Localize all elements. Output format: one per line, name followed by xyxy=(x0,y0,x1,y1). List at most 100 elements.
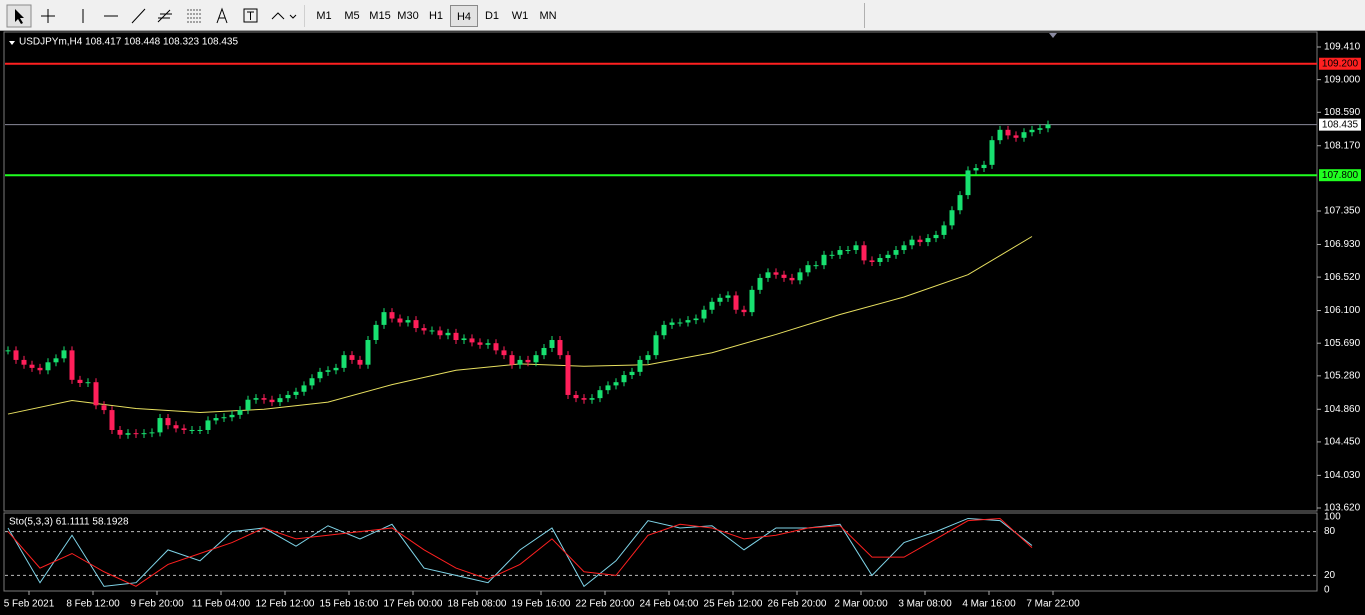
candle-body xyxy=(637,359,643,372)
candle-body xyxy=(261,398,267,400)
candle-body xyxy=(253,398,259,400)
candle-body xyxy=(85,382,91,384)
x-tick-label: 25 Feb 12:00 xyxy=(704,599,763,610)
candle-body xyxy=(141,433,147,435)
x-tick-label: 22 Feb 20:00 xyxy=(576,599,635,610)
candle-body xyxy=(917,239,923,243)
candle-body xyxy=(757,277,763,290)
candle-body xyxy=(109,410,115,430)
x-tick-label: 4 Mar 16:00 xyxy=(962,599,1016,610)
candle-body xyxy=(469,338,475,343)
candle-body xyxy=(101,405,107,411)
candle-body xyxy=(189,429,195,431)
candle-body xyxy=(453,332,459,341)
candle-body xyxy=(285,394,291,399)
candle-body xyxy=(405,320,411,323)
candle-body xyxy=(1005,129,1011,136)
candle-body xyxy=(581,398,587,400)
candle-body xyxy=(549,340,555,348)
chart: 109.410 109.000 108.590 108.170 107.350 106.9… xyxy=(3,31,1361,610)
candle-body xyxy=(485,343,491,345)
timeframe-button[interactable]: W1 xyxy=(511,10,529,22)
candle-body xyxy=(157,418,163,433)
fibo-icon[interactable] xyxy=(187,9,201,23)
candle-body xyxy=(1029,129,1035,133)
price-label: 109.200 xyxy=(1322,58,1359,69)
candle-body xyxy=(957,195,963,211)
candle-body xyxy=(741,309,747,313)
timeframe-button[interactable]: H4 xyxy=(450,5,478,27)
trend-icon[interactable] xyxy=(131,8,146,24)
candle-body xyxy=(117,429,123,435)
candle-body xyxy=(869,260,875,262)
candle-body xyxy=(437,330,443,336)
candle-body xyxy=(989,140,995,165)
candle-body xyxy=(965,170,971,196)
header-arrow xyxy=(9,41,15,45)
channel-icon[interactable] xyxy=(157,9,172,23)
tool-icons xyxy=(6,4,305,28)
x-tick-label: 9 Feb 20:00 xyxy=(130,599,184,610)
candle-body xyxy=(229,414,235,418)
y-tick-label: 105.690 xyxy=(1324,338,1361,349)
timeframe-button[interactable]: D1 xyxy=(484,10,500,22)
candle-body xyxy=(37,367,43,371)
candle-body xyxy=(357,359,363,365)
timeframes: M1 M5 M15 M30 H1 H4 D1 W1 MN xyxy=(310,5,562,27)
candle-body xyxy=(365,340,371,365)
candle-body xyxy=(421,328,427,331)
candle-body xyxy=(213,418,219,421)
timeframe-button[interactable]: M15 xyxy=(369,10,391,22)
price-label-box xyxy=(1319,118,1361,131)
arrows-icon[interactable] xyxy=(271,12,297,20)
candle-body xyxy=(245,399,251,411)
candle-body xyxy=(701,309,707,319)
candle-body xyxy=(293,391,299,395)
candle-body xyxy=(533,355,539,363)
candle-body xyxy=(973,168,979,171)
candle-body xyxy=(221,417,227,419)
candle-body xyxy=(269,399,275,403)
candle-body xyxy=(709,301,715,310)
text-icon[interactable] xyxy=(216,7,228,24)
x-tick-label: 5 Feb 2021 xyxy=(4,599,55,610)
price-label-box xyxy=(1319,169,1361,182)
candle-body xyxy=(413,320,419,329)
price-label: 107.800 xyxy=(1322,170,1359,181)
candle-body xyxy=(517,359,523,365)
candle-body xyxy=(813,265,819,267)
timeframe-button[interactable]: M5 xyxy=(344,10,360,22)
candle-body xyxy=(69,350,75,380)
y-tick-label: 106.930 xyxy=(1324,239,1361,250)
candle-body xyxy=(773,272,779,275)
candle-body xyxy=(885,254,891,259)
symbol-header: USDJPYm,H4 108.417 108.448 108.323 108.4… xyxy=(19,37,238,48)
crosshair-icon[interactable] xyxy=(41,9,55,23)
candle-body xyxy=(125,433,131,435)
candle-body xyxy=(837,250,843,255)
candle-body xyxy=(501,350,507,356)
candle-body xyxy=(597,390,603,399)
price-label-box xyxy=(1319,57,1361,70)
y-tick-label: 100 xyxy=(1324,512,1341,523)
x-tick-label: 11 Feb 04:00 xyxy=(192,599,251,610)
y-tick-label: 104.860 xyxy=(1324,404,1361,415)
timeframe-button[interactable]: M1 xyxy=(316,10,332,22)
label-icon[interactable] xyxy=(243,8,258,23)
candle-body xyxy=(77,379,83,384)
cursor-icon xyxy=(15,9,24,24)
candle-body xyxy=(565,355,571,395)
candle-body xyxy=(605,385,611,391)
candle-body xyxy=(381,312,387,325)
y-tick-label: 106.100 xyxy=(1324,305,1361,316)
candle-body xyxy=(205,420,211,430)
timeframe-button[interactable]: M30 xyxy=(397,10,419,22)
candle-body xyxy=(613,382,619,386)
timeframe-button[interactable]: MN xyxy=(539,10,557,22)
candle-body xyxy=(925,238,931,243)
candle-body xyxy=(1037,128,1043,130)
candle-body xyxy=(237,410,243,415)
y-tick-label: 108.170 xyxy=(1324,140,1361,151)
timeframe-button[interactable]: H1 xyxy=(428,10,444,22)
